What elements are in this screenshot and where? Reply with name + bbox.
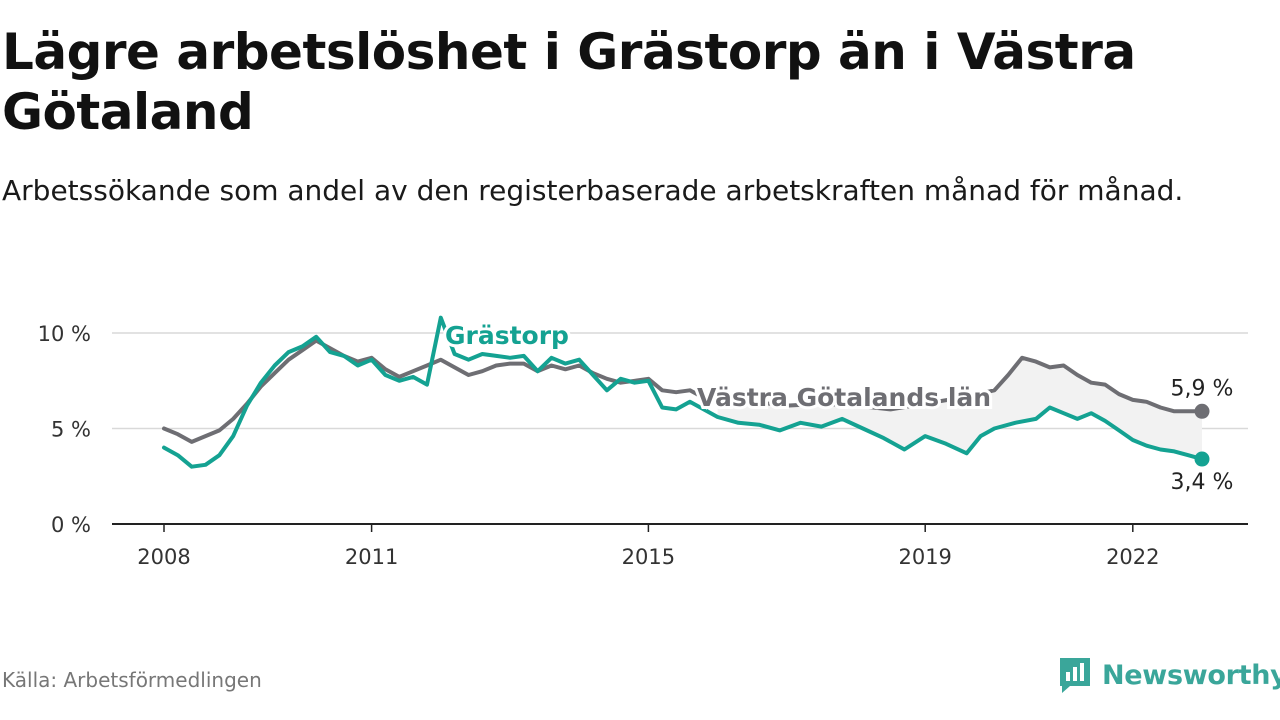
series-endpoint-västra-götalands-län: [1194, 403, 1210, 419]
series-labels: Grästorp Västra Götalands län 5,9 % 3,4 %: [442, 318, 1234, 495]
brand-name: Newsworthy: [1102, 659, 1280, 691]
series-endpoint-grästorp: [1194, 451, 1210, 467]
source-note: Källa: Arbetsförmedlingen: [2, 668, 262, 692]
series-name-label: Västra Götalands län: [697, 383, 991, 412]
bar-chart-badge-icon: [1060, 658, 1090, 693]
y-axis: 0 % 5 % 10 %: [38, 322, 91, 537]
end-value-label: 3,4 %: [1171, 470, 1234, 495]
x-tick-label: 2022: [1106, 545, 1159, 569]
difference-band: [717, 357, 1202, 460]
series-line-grästorp: [162, 315, 1204, 469]
y-tick-label: 10 %: [38, 322, 91, 346]
series-name-label: Grästorp: [445, 321, 569, 350]
y-tick-label: 0 %: [51, 513, 91, 537]
line-chart: 2008 2011 2015 2019 2022 0 % 5 % 10 % Grästorp…: [38, 315, 1248, 569]
end-value-label: 5,9 %: [1171, 376, 1234, 401]
y-tick-label: 5 %: [51, 418, 91, 442]
x-tick-label: 2011: [345, 545, 398, 569]
x-axis: 2008 2011 2015 2019 2022: [137, 524, 1160, 569]
grid-lines: [112, 332, 1248, 525]
x-tick-label: 2008: [137, 545, 190, 569]
series-line-västra-götalands-län: [162, 338, 1204, 444]
x-tick-label: 2015: [622, 545, 675, 569]
series-lines: [162, 315, 1210, 469]
chart-title: Lägre arbetslöshet i Grästorp än i Västr…: [2, 23, 1136, 141]
x-tick-label: 2019: [898, 545, 951, 569]
newsworthy-logo[interactable]: Newsworthy: [1058, 654, 1280, 696]
chart-subtitle: Arbetssökande som andel av den registerb…: [2, 174, 1184, 207]
